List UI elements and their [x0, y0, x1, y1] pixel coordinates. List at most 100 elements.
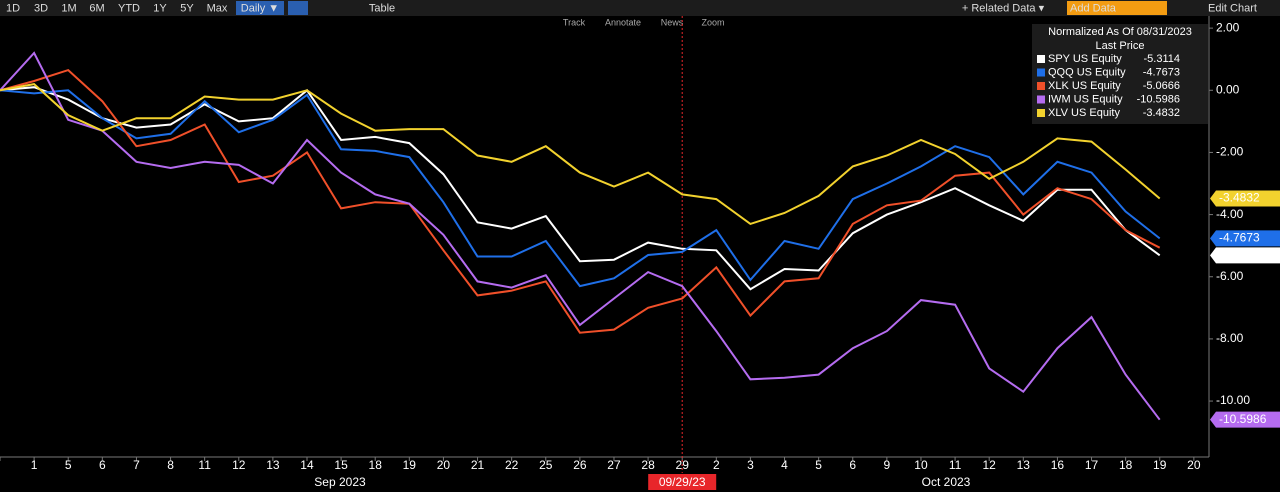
end-tag-label: -4.7673: [1219, 231, 1260, 245]
date-marker-bg: [648, 474, 717, 490]
end-tag: [1210, 411, 1280, 428]
legend-value: -4.7673: [1143, 66, 1180, 78]
legend-label: XLV US Equity: [1048, 107, 1120, 119]
x-tick-label: 11: [198, 458, 211, 472]
x-tick-label: 26: [573, 458, 587, 472]
range-button[interactable]: YTD: [118, 2, 140, 14]
x-tick-label: 28: [641, 458, 655, 472]
x-tick-label: 17: [1085, 458, 1099, 472]
legend-swatch: [1037, 82, 1045, 90]
range-button[interactable]: 1Y: [153, 2, 167, 14]
y-tick-label: -6.00: [1216, 269, 1244, 283]
x-tick-label: 6: [99, 458, 106, 472]
y-tick-label: 0.00: [1216, 82, 1240, 96]
x-tick-label: 11: [949, 458, 962, 472]
series-line: [0, 51, 1161, 421]
month-label: Oct 2023: [922, 475, 971, 489]
x-tick-label: 20: [437, 458, 451, 472]
x-tick-label: 5: [815, 458, 822, 472]
legend-label: SPY US Equity: [1048, 53, 1122, 65]
toolbar: 1D 3D 1M 6M YTD 1Y 5Y Max Daily ▼ Table + Related …: [6, 1, 1257, 15]
frequency-bg: [236, 1, 284, 15]
x-tick-label: 1: [31, 458, 38, 472]
legend-label: QQQ US Equity: [1048, 66, 1126, 78]
legend-value: -5.3114: [1144, 53, 1181, 65]
x-tick-label: 5: [65, 458, 72, 472]
legend-label: XLK US Equity: [1048, 80, 1121, 92]
x-tick-label: 21: [471, 458, 485, 472]
x-tick-label: 25: [539, 458, 553, 472]
end-tag-label: -10.5986: [1219, 412, 1267, 426]
x-tick-label: 12: [232, 458, 246, 472]
range-button[interactable]: 3D: [34, 2, 48, 14]
x-tick-label: 20: [1187, 458, 1201, 472]
table-button[interactable]: Table: [369, 2, 395, 14]
x-tick-label: 8: [167, 458, 174, 472]
x-tick-label: 13: [1017, 458, 1031, 472]
x-tick-label: 27: [607, 458, 621, 472]
y-tick-label: -4.00: [1216, 207, 1244, 221]
add-data-input[interactable]: Add Data: [1070, 2, 1117, 14]
x-tick-label: 16: [1051, 458, 1065, 472]
month-label: Sep 2023: [314, 475, 366, 489]
y-tick-label: 2.00: [1216, 20, 1240, 34]
legend-value: -5.0666: [1143, 80, 1180, 92]
x-tick-label: 18: [1119, 458, 1133, 472]
range-button[interactable]: 1M: [61, 2, 76, 14]
chart-tools: Track Annotate News Zoom: [563, 17, 725, 27]
x-tick-label: 12: [983, 458, 997, 472]
legend: Normalized As Of 08/31/2023 Last PriceSPY…: [1032, 24, 1208, 124]
x-tick-label: 9: [884, 458, 891, 472]
legend-label: IWM US Equity: [1048, 93, 1123, 105]
toolbar-bg: [0, 0, 1280, 16]
range-button[interactable]: Max: [207, 2, 228, 14]
x-tick-label: 6: [849, 458, 856, 472]
x-tick-label: 3: [747, 458, 754, 472]
range-button[interactable]: 1D: [6, 2, 20, 14]
x-tick-label: 2: [713, 458, 720, 472]
x-tick-label: 13: [266, 458, 280, 472]
series-line: [0, 83, 1161, 226]
tool-button[interactable]: Zoom: [701, 17, 724, 27]
y-tick-label: -2.00: [1216, 145, 1244, 159]
y-tick-label: -8.00: [1216, 331, 1244, 345]
x-tick-label: 19: [1153, 458, 1167, 472]
x-tick-label: 18: [369, 458, 383, 472]
legend-title: Normalized As Of 08/31/2023: [1048, 26, 1192, 38]
x-tick-label: 7: [133, 458, 140, 472]
legend-value: -10.5986: [1137, 93, 1180, 105]
legend-swatch: [1037, 55, 1045, 63]
y-tick-label: -10.00: [1216, 393, 1250, 407]
frequency-button[interactable]: Daily ▼: [241, 2, 279, 14]
range-button[interactable]: 5Y: [180, 2, 194, 14]
tool-button[interactable]: Annotate: [605, 17, 641, 27]
end-tag: [1210, 230, 1280, 247]
x-tick-label: 10: [914, 458, 928, 472]
legend-bg: [1032, 24, 1208, 124]
end-tag-label: -5.3114: [1219, 248, 1259, 262]
edit-chart[interactable]: Edit Chart: [1208, 2, 1257, 14]
x-tick-label: 22: [505, 458, 519, 472]
end-tag-label: -3.4832: [1219, 191, 1260, 205]
tool-button[interactable]: News: [661, 17, 684, 27]
x-tick-label: 19: [403, 458, 417, 472]
end-tag: [1210, 247, 1280, 264]
legend-value: -3.4832: [1143, 107, 1180, 119]
series-line: [0, 89, 1161, 288]
legend-swatch: [1037, 95, 1045, 104]
related-data[interactable]: + Related Data ▾: [962, 2, 1045, 14]
series-line: [0, 68, 1161, 334]
date-marker-label: 09/29/23: [659, 475, 706, 489]
add-data-bg: [1067, 1, 1167, 15]
legend-swatch: [1037, 109, 1045, 117]
range-button[interactable]: 6M: [89, 2, 104, 14]
line-icon-bg: [288, 1, 308, 15]
x-tick-label: 14: [300, 458, 314, 472]
x-tick-label: 4: [781, 458, 788, 472]
x-tick-label: 15: [334, 458, 348, 472]
tool-button[interactable]: Track: [563, 17, 586, 27]
legend-subtitle: Last Price: [1096, 40, 1145, 52]
end-tag: [1210, 190, 1280, 207]
